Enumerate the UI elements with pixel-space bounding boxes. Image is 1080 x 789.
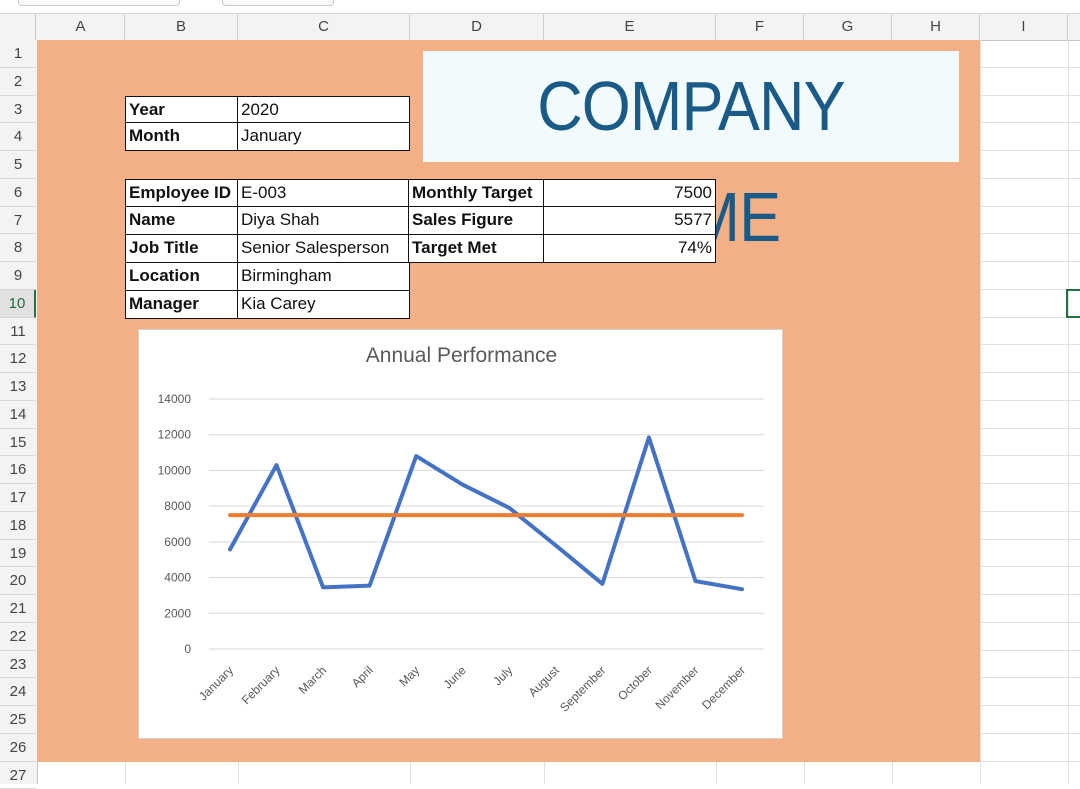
target-met-label-cell[interactable]: Target Met [408, 234, 545, 263]
column-header-e[interactable]: E [544, 14, 716, 40]
target-met-value-cell[interactable]: 74% [543, 234, 716, 263]
row-header-16[interactable]: 16 [0, 456, 36, 484]
job-title-label-cell[interactable]: Job Title [125, 234, 239, 263]
row-header-20[interactable]: 20 [0, 567, 36, 595]
company-logo-box[interactable]: COMPANY NAME [423, 51, 959, 162]
row-header-24[interactable]: 24 [0, 678, 36, 706]
row-header-25[interactable]: 25 [0, 706, 36, 734]
manager-value-cell[interactable]: Kia Carey [237, 290, 410, 319]
column-header-f[interactable]: F [716, 14, 804, 40]
row-header-7[interactable]: 7 [0, 207, 36, 235]
row-header-11[interactable]: 11 [0, 318, 36, 346]
job-title-value-cell[interactable]: Senior Salesperson [237, 234, 410, 263]
month-value-cell[interactable]: January [237, 122, 410, 151]
row-header-15[interactable]: 15 [0, 429, 36, 457]
column-header-d[interactable]: D [410, 14, 544, 40]
x-tick-label: August [526, 663, 563, 700]
row-header-5[interactable]: 5 [0, 151, 36, 179]
x-tick-label: April [349, 663, 376, 690]
row-header-21[interactable]: 21 [0, 595, 36, 623]
row-header-26[interactable]: 26 [0, 734, 36, 762]
location-label-cell[interactable]: Location [125, 262, 239, 291]
x-tick-label: March [296, 663, 329, 696]
column-header-c[interactable]: C [238, 14, 410, 40]
active-cell-selection[interactable] [1066, 289, 1080, 318]
sales-figure-value-cell[interactable]: 5577 [543, 206, 716, 235]
row-header-8[interactable]: 8 [0, 234, 36, 262]
column-header-b[interactable]: B [125, 14, 238, 40]
x-tick-label: September [557, 663, 608, 714]
x-tick-label: May [396, 663, 422, 689]
ribbon-tab-edge[interactable] [18, 0, 180, 6]
column-header-h[interactable]: H [892, 14, 980, 40]
ribbon-tab-edge[interactable] [222, 0, 334, 6]
y-tick-label: 8000 [164, 499, 191, 513]
row-header-6[interactable]: 6 [0, 179, 36, 207]
name-value-cell[interactable]: Diya Shah [237, 206, 410, 235]
row-header-4[interactable]: 4 [0, 123, 36, 151]
y-tick-label: 14000 [158, 392, 192, 406]
row-header-18[interactable]: 18 [0, 512, 36, 540]
grid-vline [980, 40, 981, 784]
employee-id-label-cell[interactable]: Employee ID [125, 179, 239, 208]
row-header-13[interactable]: 13 [0, 373, 36, 401]
row-header-10[interactable]: 10 [0, 290, 36, 318]
select-all-corner[interactable] [0, 14, 36, 40]
grid-vline [1068, 40, 1069, 784]
row-header-23[interactable]: 23 [0, 651, 36, 679]
x-tick-label: July [490, 663, 515, 688]
row-header-2[interactable]: 2 [0, 68, 36, 96]
x-tick-label: February [239, 663, 283, 707]
y-tick-label: 10000 [158, 463, 192, 477]
year-value-cell[interactable]: 2020 [237, 96, 410, 124]
year-label-cell[interactable]: Year [125, 96, 239, 124]
y-tick-label: 4000 [164, 571, 191, 585]
row-header-3[interactable]: 3 [0, 96, 36, 124]
y-tick-label: 0 [184, 642, 191, 656]
column-header-a[interactable]: A [37, 14, 125, 40]
x-tick-label: June [441, 663, 470, 692]
x-tick-label: November [653, 663, 702, 712]
manager-label-cell[interactable]: Manager [125, 290, 239, 319]
row-header-12[interactable]: 12 [0, 345, 36, 373]
x-tick-label: December [699, 663, 748, 712]
formula-bar-strip [0, 0, 1080, 14]
row-header-27[interactable]: 27 [0, 762, 36, 789]
y-tick-label: 6000 [164, 535, 191, 549]
column-header-g[interactable]: G [804, 14, 892, 40]
monthly-target-value-cell[interactable]: 7500 [543, 179, 716, 208]
row-header-1[interactable]: 1 [0, 40, 36, 68]
row-header-17[interactable]: 17 [0, 484, 36, 512]
company-name-logo: COMPANY NAME [450, 51, 932, 162]
location-value-cell[interactable]: Birmingham [237, 262, 410, 291]
row-header-22[interactable]: 22 [0, 623, 36, 651]
row-header-19[interactable]: 19 [0, 540, 36, 568]
name-label-cell[interactable]: Name [125, 206, 239, 235]
month-label-cell[interactable]: Month [125, 122, 239, 151]
x-tick-label: October [615, 663, 655, 703]
row-header-9[interactable]: 9 [0, 262, 36, 290]
y-tick-label: 2000 [164, 606, 191, 620]
monthly-target-label-cell[interactable]: Monthly Target [408, 179, 545, 208]
sales-figure-label-cell[interactable]: Sales Figure [408, 206, 545, 235]
column-header-i[interactable]: I [980, 14, 1068, 40]
y-tick-label: 12000 [158, 428, 192, 442]
row-header-14[interactable]: 14 [0, 401, 36, 429]
employee-id-value-cell[interactable]: E-003 [237, 179, 410, 208]
x-tick-label: January [196, 663, 236, 703]
